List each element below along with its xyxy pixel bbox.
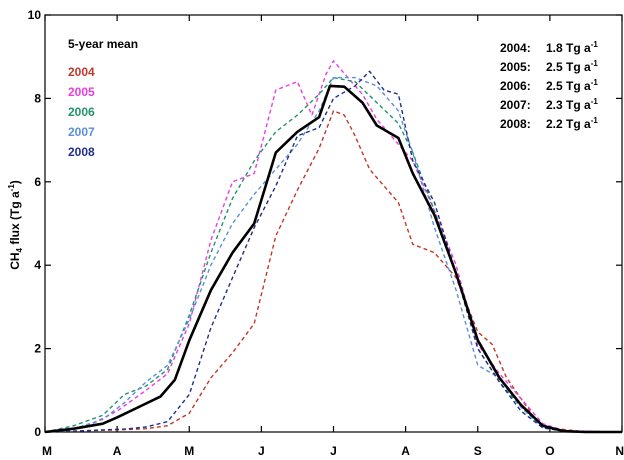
- x-tick-label: M: [184, 444, 194, 458]
- legend-entry: 2004: [68, 65, 95, 79]
- x-tick-label: S: [474, 444, 482, 458]
- total-year: 2008:: [500, 117, 531, 131]
- x-tick-label: J: [330, 444, 337, 458]
- legend-entry: 2008: [68, 145, 95, 159]
- y-tick-label: 2: [34, 342, 41, 356]
- series-line-2004: [44, 110, 623, 433]
- total-year: 2006:: [500, 79, 531, 93]
- legend-header: 5-year mean: [68, 37, 138, 51]
- total-value: 2.5 Tg a-1: [546, 59, 598, 74]
- series-lines: [44, 60, 623, 434]
- series-line-2008: [44, 70, 623, 433]
- total-year: 2004:: [500, 41, 531, 55]
- total-year: 2007:: [500, 98, 531, 112]
- legend-entry: 2007: [68, 125, 95, 139]
- x-tick-label: A: [113, 444, 122, 458]
- y-tick-label: 8: [34, 91, 41, 105]
- x-tick-label: J: [258, 444, 265, 458]
- legend-entry: 2006: [68, 105, 95, 119]
- y-tick-label: 4: [34, 258, 41, 272]
- total-value: 2.5 Tg a-1: [546, 78, 598, 93]
- x-tick-label: A: [401, 444, 410, 458]
- series-line-5-year-mean: [44, 84, 622, 434]
- y-tick-label: 6: [34, 175, 41, 189]
- total-year: 2005:: [500, 60, 531, 74]
- legend-entry: 2005: [68, 85, 95, 99]
- series-line-2005: [44, 60, 623, 433]
- total-value: 2.2 Tg a-1: [546, 116, 598, 131]
- total-value: 1.8 Tg a-1: [546, 40, 598, 55]
- x-tick-label: O: [545, 444, 554, 458]
- legend: 2004 2005 2006 2007 2008: [68, 65, 95, 159]
- series-line-2006: [44, 76, 623, 433]
- x-tick-label: M: [42, 444, 52, 458]
- totals-list: 2004: 1.8 Tg a-1 2005: 2.5 Tg a-1 2006: 2.5 T…: [500, 40, 598, 131]
- y-tick-labels: 0 2 4 6 8 10: [28, 8, 42, 439]
- x-tick-label: N: [615, 444, 624, 458]
- total-value: 2.3 Tg a-1: [546, 97, 598, 112]
- series-line-2007: [44, 76, 623, 433]
- y-tick-label: 10: [28, 8, 42, 22]
- y-axis-label: CH4 flux (Tg a-1): [7, 180, 24, 270]
- y-tick-label: 0: [34, 425, 41, 439]
